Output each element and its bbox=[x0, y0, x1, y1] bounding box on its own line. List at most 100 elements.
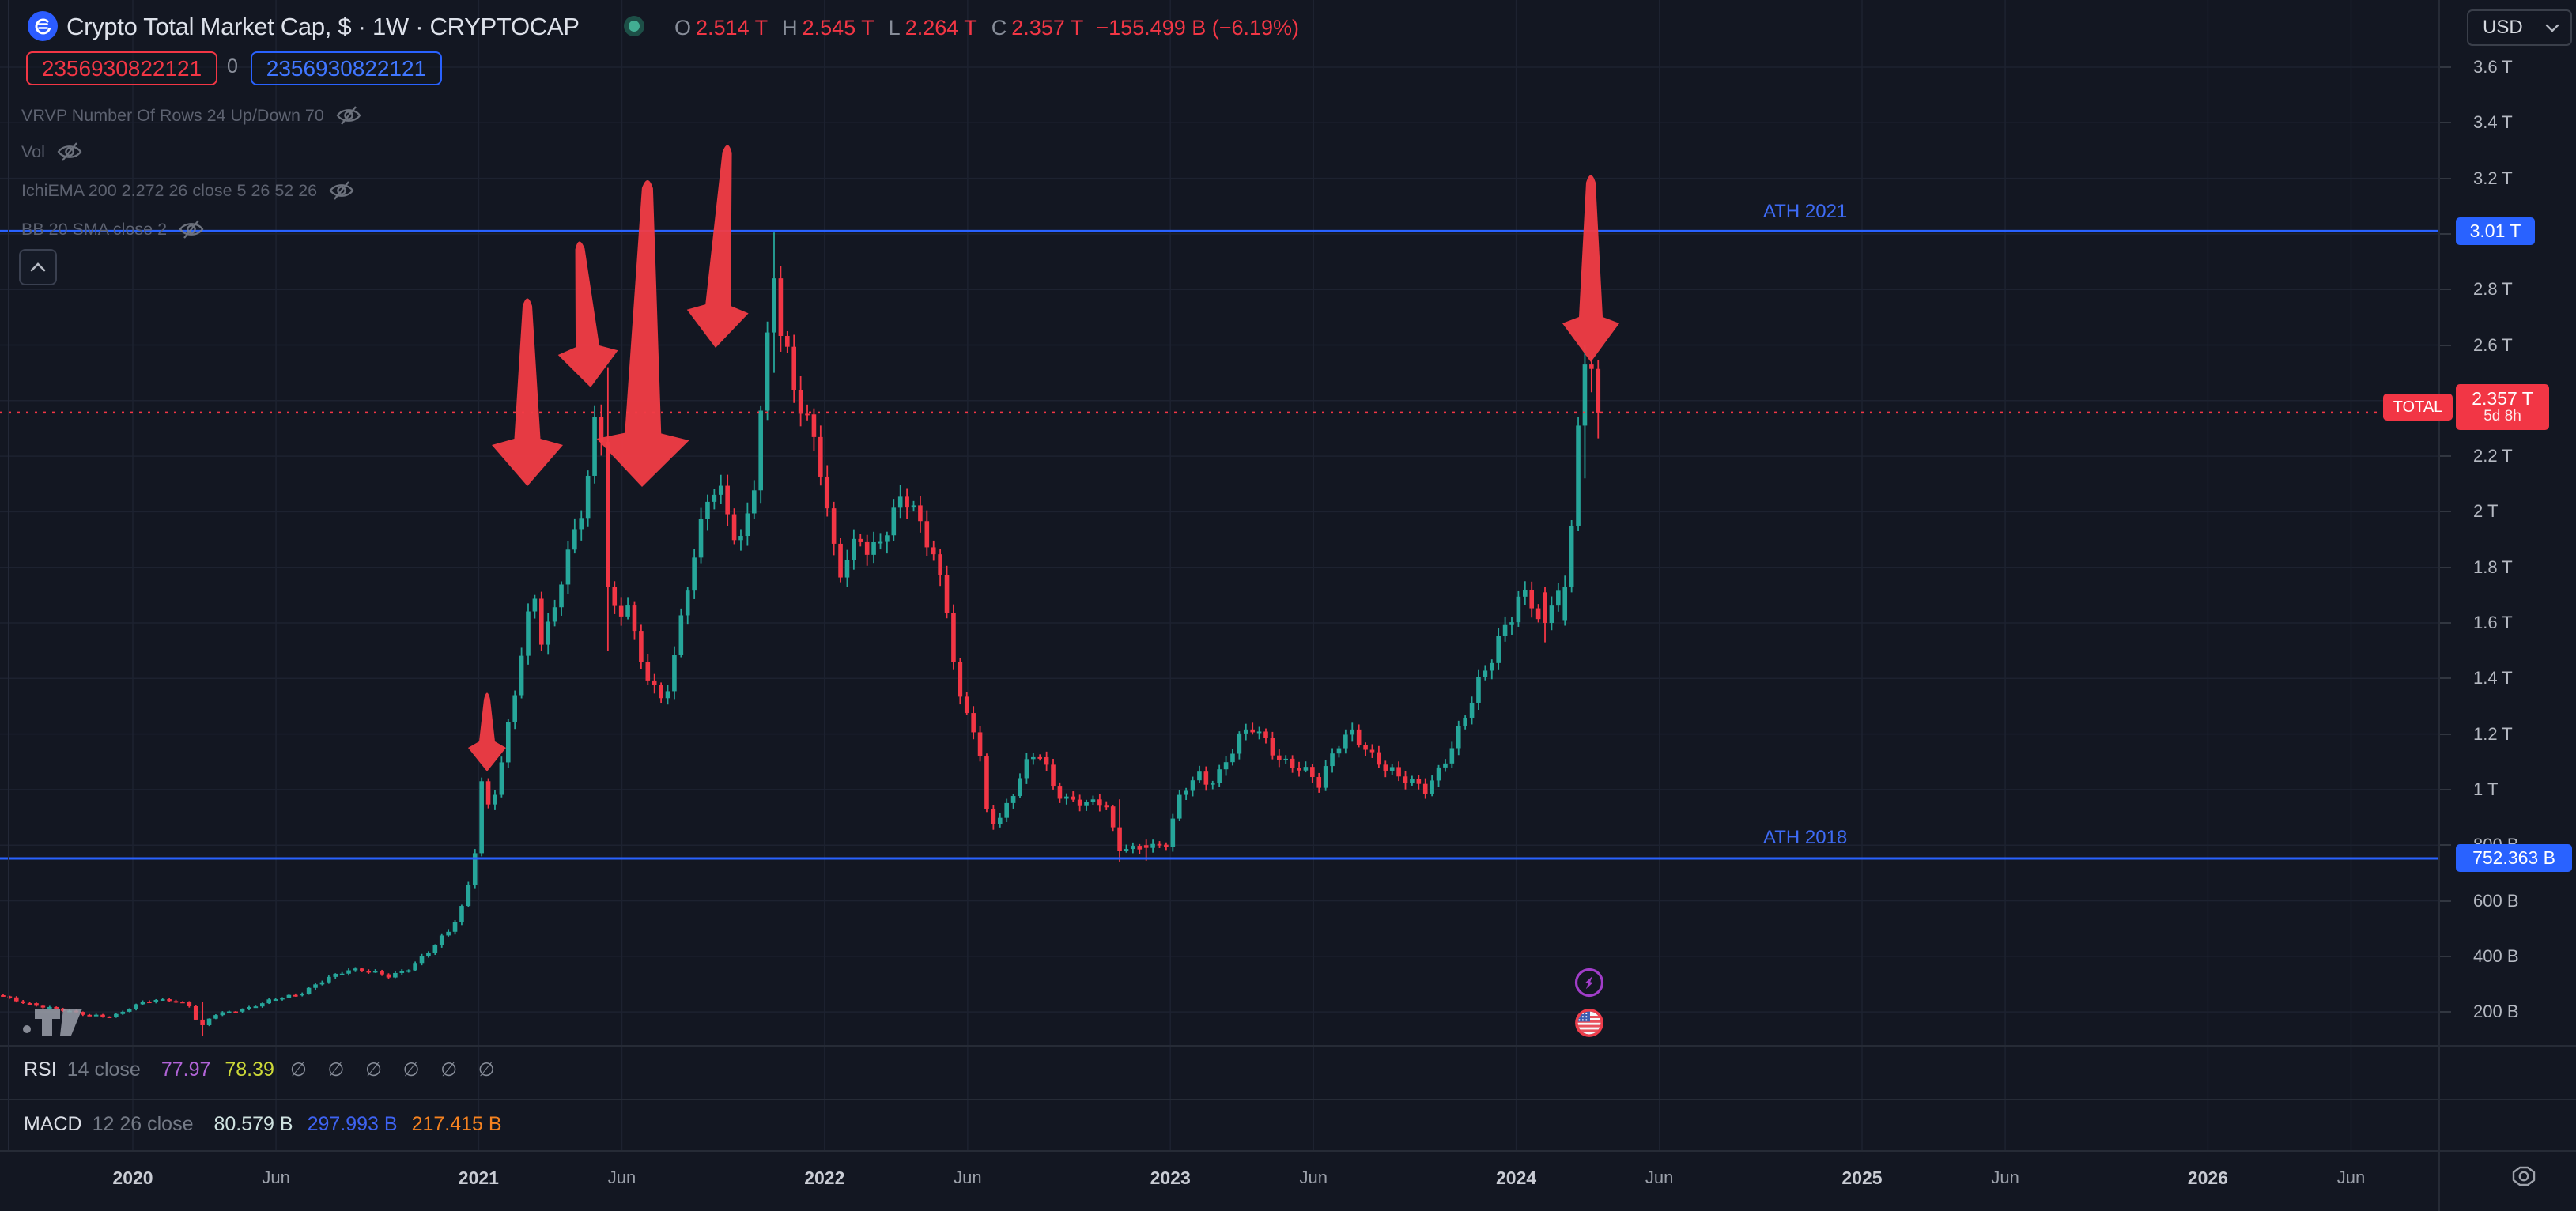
price-tick-label: 400 B bbox=[2473, 945, 2519, 966]
rsi-name: RSI bbox=[24, 1058, 57, 1081]
price-tickmark bbox=[2438, 66, 2451, 68]
currency-dropdown[interactable]: USD bbox=[2467, 9, 2572, 46]
price-tickmark bbox=[2438, 232, 2451, 235]
eye-off-icon[interactable] bbox=[335, 105, 362, 126]
price-tick-label: 600 B bbox=[2473, 890, 2519, 911]
rsi-params: 14 close bbox=[66, 1058, 141, 1081]
bar-countdown: 5d 8h bbox=[2483, 408, 2521, 425]
pane-separator[interactable] bbox=[0, 1045, 2576, 1047]
price-tick-label: 2.6 T bbox=[2473, 334, 2513, 355]
time-tick-label: 2023 bbox=[1150, 1168, 1191, 1188]
macd-line-value: 297.993 B bbox=[307, 1112, 398, 1135]
drawing-value-separator: 0 bbox=[227, 55, 238, 77]
macd-histogram-value: 80.579 B bbox=[213, 1112, 293, 1135]
price-tickmark bbox=[2438, 455, 2451, 458]
time-tick-label: 2021 bbox=[458, 1168, 499, 1188]
eye-off-icon[interactable] bbox=[328, 180, 355, 201]
chevron-up-icon bbox=[30, 262, 46, 272]
last-price-badge: 2.357 T 5d 8h bbox=[2456, 384, 2549, 430]
symbol-chip: TOTAL bbox=[2383, 394, 2453, 421]
rsi-pane-legend[interactable]: RSI 14 close 77.97 78.39 ∅ ∅ ∅ ∅ ∅ ∅ bbox=[24, 1058, 503, 1081]
down-arrow-drawing[interactable] bbox=[1562, 175, 1619, 363]
rsi-value-2: 78.39 bbox=[225, 1058, 274, 1081]
gear-icon bbox=[2512, 1166, 2536, 1186]
market-status-icon[interactable] bbox=[624, 16, 644, 36]
indicator-vrvp-label: VRVP Number Of Rows 24 Up/Down 70 bbox=[21, 105, 324, 125]
ath-2018-text[interactable]: ATH 2018 bbox=[1763, 827, 1848, 848]
down-arrow-drawing[interactable] bbox=[492, 298, 563, 487]
price-tickmark bbox=[2438, 622, 2451, 624]
indicator-vol-label: Vol bbox=[21, 141, 45, 161]
price-tick-label: 1 T bbox=[2473, 779, 2499, 799]
indicator-row-vrvp[interactable]: VRVP Number Of Rows 24 Up/Down 70 bbox=[21, 104, 362, 126]
time-tick-label: 2025 bbox=[1841, 1168, 1883, 1188]
price-tick-label: 200 B bbox=[2473, 1002, 2519, 1022]
time-axis[interactable]: 2020 Jun 2021 Jun 2022 Jun 2023 Jun 2024 Jun 2025 J… bbox=[0, 1152, 2576, 1211]
time-tick-label: Jun bbox=[262, 1168, 290, 1187]
ohlc-readout: O 2.514 T H 2.545 T L 2.264 T C 2.357 T −155… bbox=[674, 16, 1299, 40]
price-tickmark bbox=[2438, 677, 2451, 680]
pane-separator[interactable] bbox=[0, 1099, 2576, 1100]
price-tick-label: 2 T bbox=[2473, 501, 2499, 522]
price-tickmark bbox=[2438, 788, 2451, 790]
price-tick-label: 1.6 T bbox=[2473, 613, 2513, 632]
macd-pane-legend[interactable]: MACD 12 26 close 80.579 B 297.993 B 217.… bbox=[24, 1112, 502, 1136]
eye-off-icon[interactable] bbox=[56, 141, 83, 162]
symbol-title[interactable]: Crypto Total Market Cap, $ · 1W · CRYPTO… bbox=[66, 13, 580, 40]
rsi-empty-values: ∅ ∅ ∅ ∅ ∅ ∅ bbox=[289, 1058, 503, 1081]
candlestick-series bbox=[1, 232, 1601, 1036]
price-tick-label: 3.2 T bbox=[2473, 168, 2513, 188]
indicator-row-vol[interactable]: Vol bbox=[21, 141, 83, 163]
price-tickmark bbox=[2438, 900, 2451, 902]
collapse-legend-button[interactable] bbox=[19, 249, 57, 285]
time-tick-label: 2024 bbox=[1496, 1168, 1537, 1188]
macd-signal-value: 217.415 B bbox=[411, 1112, 502, 1135]
down-arrow-drawing[interactable] bbox=[685, 143, 758, 349]
time-tick-label: Jun bbox=[1991, 1168, 2019, 1187]
price-tickmark bbox=[2438, 344, 2451, 346]
price-tick-label: 1.2 T bbox=[2473, 723, 2513, 744]
price-tick-label: 1.8 T bbox=[2473, 556, 2513, 577]
drawing-value-red-box[interactable]: 2356930822121 bbox=[26, 51, 217, 85]
down-arrow-drawing[interactable] bbox=[550, 240, 621, 390]
drawing-value-blue-box[interactable]: 2356930822121 bbox=[251, 51, 442, 85]
macd-params: 12 26 close bbox=[92, 1112, 194, 1135]
price-tick-label: 3.6 T bbox=[2473, 57, 2513, 77]
indicator-row-ichiema[interactable]: IchiEMA 200 2.272 26 close 5 26 52 26 bbox=[21, 179, 355, 202]
price-tickmark bbox=[2438, 566, 2451, 568]
low-value: 2.264 T bbox=[905, 16, 977, 40]
low-label: L bbox=[888, 16, 901, 40]
currency-value: USD bbox=[2483, 17, 2523, 38]
time-tick-label: 2020 bbox=[112, 1168, 153, 1188]
price-tickmark bbox=[2438, 511, 2451, 513]
ath-2021-text[interactable]: ATH 2021 bbox=[1763, 201, 1848, 222]
axis-separator bbox=[0, 1150, 2576, 1152]
time-tick-label: Jun bbox=[1645, 1168, 1674, 1187]
last-price-value: 2.357 T bbox=[2472, 387, 2533, 409]
price-tickmark bbox=[2438, 733, 2451, 735]
price-tick-label: 3.4 T bbox=[2473, 112, 2513, 133]
price-tickmark bbox=[2438, 955, 2451, 957]
close-label: C bbox=[991, 16, 1007, 40]
cryptocap-logo-icon[interactable] bbox=[28, 11, 58, 41]
price-tick-label: 2.8 T bbox=[2473, 279, 2513, 300]
price-axis[interactable]: 3.6 T3.4 T3.2 T3 T2.8 T2.6 T2.4 T2.2 T2 … bbox=[2438, 0, 2576, 1150]
down-arrow-drawing[interactable] bbox=[596, 179, 694, 488]
time-tick-label: Jun bbox=[2336, 1168, 2366, 1187]
eye-off-icon[interactable] bbox=[178, 219, 205, 240]
price-tickmark bbox=[2438, 177, 2451, 179]
lightning-marker[interactable] bbox=[1574, 968, 1604, 998]
axis-settings-button[interactable] bbox=[2508, 1160, 2540, 1192]
rsi-value-1: 77.97 bbox=[161, 1058, 211, 1081]
chevron-down-icon bbox=[2545, 24, 2559, 32]
high-value: 2.545 T bbox=[802, 16, 874, 40]
down-arrow-drawing[interactable] bbox=[468, 692, 506, 772]
indicator-row-bb[interactable]: BB 20 SMA close 2 bbox=[21, 218, 205, 240]
open-value: 2.514 T bbox=[696, 16, 769, 40]
indicator-bb-label: BB 20 SMA close 2 bbox=[21, 219, 168, 239]
us-flag-marker[interactable] bbox=[1575, 1009, 1603, 1037]
change-value: −155.499 B (−6.19%) bbox=[1096, 16, 1300, 40]
time-tick-label: Jun bbox=[954, 1168, 982, 1187]
price-tickmark bbox=[2438, 289, 2451, 291]
